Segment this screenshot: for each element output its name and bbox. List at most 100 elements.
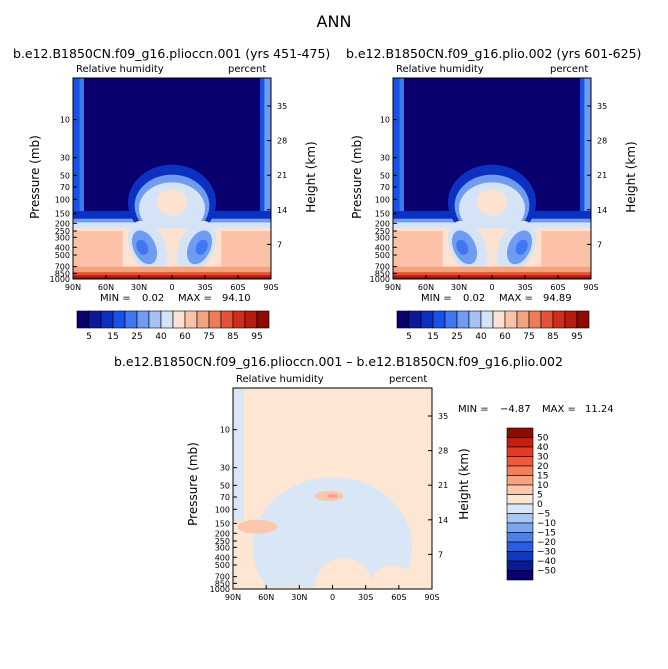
colorbar-swatch — [506, 541, 534, 552]
y-tick-label: 30 — [60, 154, 70, 163]
colorbar-label: 85 — [227, 332, 238, 342]
colorbar-swatch — [76, 310, 90, 329]
x-tick-label: 90N — [225, 593, 241, 602]
diff-north-polar-negative — [233, 388, 245, 521]
colorbar-swatch — [220, 310, 234, 329]
x-tick-label: 90S — [263, 283, 278, 292]
colorbar-label: 15 — [107, 332, 118, 342]
colorbar-label: −40 — [537, 557, 556, 567]
y-tick-label: 100 — [55, 195, 70, 204]
equatorial-moist-column — [165, 235, 179, 256]
sh-subtropic-dry-core — [195, 239, 208, 255]
colorbar-swatch — [256, 310, 270, 329]
colorbar-label: 5 — [86, 332, 92, 342]
panel2-variable: Relative humidity — [396, 64, 484, 75]
colorbar-swatch — [172, 310, 186, 329]
panel3-units: percent — [389, 374, 428, 385]
colorbar-label: 25 — [451, 332, 462, 342]
panel1-plot: 1030507010015020025030040050070085010003… — [50, 77, 287, 292]
x-tick-label: 60S — [391, 593, 406, 602]
x-tick-label: 30N — [451, 283, 467, 292]
y-tick-label: 500 — [375, 251, 390, 260]
colorbar-swatch — [516, 310, 530, 329]
x-tick-label: 60N — [258, 593, 274, 602]
y-tick-label: 250 — [55, 227, 70, 236]
colorbar-label: 5 — [406, 332, 412, 342]
y-tick-label: 300 — [215, 543, 230, 552]
y-tick-label: 1000 — [210, 585, 230, 594]
colorbar-swatch — [552, 310, 566, 329]
y-tick-label: 400 — [55, 243, 70, 252]
sh-midlat-salmon — [541, 231, 591, 267]
colorbar-label: −15 — [537, 529, 556, 539]
y-tick-label: 1000 — [50, 275, 70, 284]
colorbar-swatch — [506, 475, 534, 486]
y-tick-label: 700 — [215, 573, 230, 582]
y-tick-label: 400 — [375, 243, 390, 252]
x-tick-label: 60N — [98, 283, 114, 292]
y-tick-label: 50 — [380, 171, 390, 180]
y-tick-label: 30 — [220, 464, 230, 473]
colorbar-swatch — [136, 310, 150, 329]
sh-subtropic-dry-core — [515, 239, 528, 255]
nh-subtropic-dry-core — [136, 239, 149, 255]
y-tick-label: 150 — [55, 209, 70, 218]
colorbar-swatch — [184, 310, 198, 329]
colorbar-swatch — [196, 310, 210, 329]
x-tick-label: 60S — [230, 283, 245, 292]
y-tick-label: 10 — [60, 116, 70, 125]
tropical-tropopause-moist — [476, 189, 508, 216]
south-polar-band-inner — [584, 78, 591, 279]
colorbar-label: 75 — [523, 332, 534, 342]
colorbar-swatch — [506, 484, 534, 495]
colorbar-label: 0 — [537, 500, 543, 510]
y2-tick-label: 7 — [277, 240, 282, 249]
panel1-variable: Relative humidity — [76, 64, 164, 75]
y2-tick-label: 35 — [438, 412, 448, 421]
y-tick-label: 700 — [375, 263, 390, 272]
panel1-title: b.e12.B1850CN.f09_g16.pliocc​n.001 (yrs … — [13, 46, 331, 61]
south-polar-band-inner — [264, 78, 271, 279]
panel1-units: percent — [228, 64, 267, 75]
panel3-variable: Relative humidity — [236, 374, 324, 385]
y2-tick-label: 28 — [438, 447, 448, 456]
colorbar-label: 5 — [537, 491, 543, 501]
y-tick-label: 850 — [215, 579, 230, 588]
panel3-min-label: MIN = — [458, 404, 489, 415]
y2-tick-label: 7 — [597, 240, 602, 249]
panel2-plot: 1030507010015020025030040050070085010003… — [370, 77, 607, 292]
colorbar-label: 95 — [571, 332, 582, 342]
y-tick-label: 500 — [215, 561, 230, 570]
colorbar-label: −5 — [537, 510, 550, 520]
y-tick-label: 700 — [55, 263, 70, 272]
colorbar-swatch — [148, 310, 162, 329]
colorbar-swatch — [506, 532, 534, 543]
colorbar-swatch — [396, 310, 410, 329]
colorbar-swatch — [124, 310, 138, 329]
y2-tick-label: 14 — [438, 516, 448, 525]
colorbar-swatch — [88, 310, 102, 329]
colorbar-label: −10 — [537, 519, 556, 529]
y-tick-label: 150 — [215, 519, 230, 528]
colorbar-swatch — [504, 310, 518, 329]
colorbar-swatch — [506, 570, 534, 581]
panel2-field — [393, 78, 591, 279]
colorbar-swatch — [506, 513, 534, 524]
nh-subtropic-dry-core — [456, 239, 469, 255]
y-tick-label: 70 — [60, 183, 70, 192]
colorbar-label: −20 — [537, 538, 556, 548]
figure-title: ANN — [316, 12, 352, 31]
y-tick-label: 200 — [375, 219, 390, 228]
x-tick-label: 30S — [517, 283, 532, 292]
panel1-field — [73, 78, 271, 279]
y-tick-label: 300 — [375, 233, 390, 242]
colorbar-swatch — [506, 503, 534, 514]
x-tick-label: 90S — [583, 283, 598, 292]
y2-tick-label: 21 — [277, 171, 287, 180]
colorbar-swatch — [506, 551, 534, 562]
north-polar-band — [73, 78, 84, 279]
y2-tick-label: 35 — [277, 102, 287, 111]
diff-sh-low-positive — [371, 565, 416, 589]
colorbar-swatch — [100, 310, 114, 329]
